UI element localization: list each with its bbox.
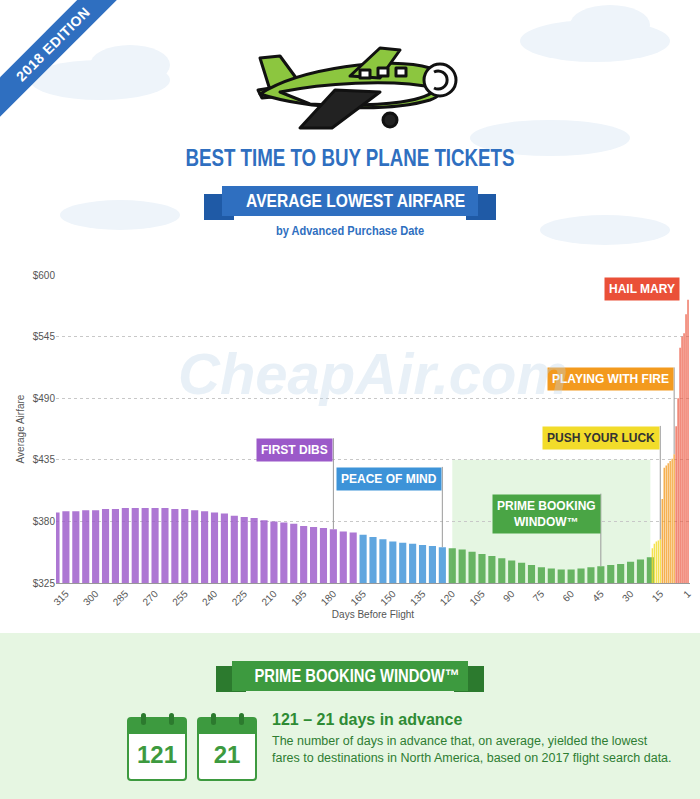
svg-text:FIRST DIBS: FIRST DIBS (261, 443, 328, 457)
html-text:21: 21 (213, 741, 241, 768)
svg-text:HAIL MARY: HAIL MARY (609, 282, 675, 296)
svg-text:180: 180 (319, 588, 339, 608)
html-text:121 – 21 days in advance: 121 – 21 days in advance (272, 711, 463, 728)
svg-text:165: 165 (348, 588, 368, 608)
html-text:AVERAGE LOWEST AIRFARE: AVERAGE LOWEST AIRFARE (246, 190, 465, 211)
svg-text:30: 30 (620, 588, 636, 604)
svg-text:$435: $435 (33, 454, 56, 465)
svg-text:75: 75 (531, 588, 547, 604)
svg-text:PUSH YOUR LUCK: PUSH YOUR LUCK (547, 431, 655, 445)
svg-text:$380: $380 (33, 516, 56, 527)
svg-text:15: 15 (650, 588, 666, 604)
svg-text:60: 60 (560, 588, 576, 604)
svg-text:Average Airfare: Average Airfare (15, 394, 26, 463)
html-text:BEST TIME TO BUY PLANE TICKETS: BEST TIME TO BUY PLANE TICKETS (185, 144, 515, 171)
html-text:121: 121 (137, 741, 177, 768)
svg-text:1: 1 (681, 588, 693, 600)
svg-text:105: 105 (467, 588, 487, 608)
svg-text:315: 315 (51, 588, 71, 608)
svg-text:45: 45 (590, 588, 606, 604)
svg-text:$600: $600 (33, 270, 56, 281)
svg-text:270: 270 (140, 588, 160, 608)
svg-text:255: 255 (170, 588, 190, 608)
svg-text:135: 135 (408, 588, 428, 608)
svg-text:$490: $490 (33, 393, 56, 404)
svg-text:195: 195 (289, 588, 309, 608)
svg-text:PEACE OF MIND: PEACE OF MIND (341, 472, 437, 486)
svg-text:PRIME BOOKINGWINDOW™: PRIME BOOKINGWINDOW™ (497, 499, 596, 529)
svg-text:PLAYING WITH FIRE: PLAYING WITH FIRE (552, 372, 669, 386)
svg-text:120: 120 (438, 588, 458, 608)
html-text:PRIME BOOKING WINDOW™: PRIME BOOKING WINDOW™ (254, 666, 460, 686)
html-text:2018 EDITION: 2018 EDITION (12, 3, 94, 85)
svg-text:240: 240 (200, 588, 220, 608)
html-text:The number of days in advance: The number of days in advance that, on a… (272, 734, 672, 765)
svg-text:285: 285 (111, 588, 131, 608)
svg-text:$545: $545 (33, 331, 56, 342)
html-text:by Advanced Purchase Date: by Advanced Purchase Date (275, 223, 425, 238)
svg-text:CheapAir.com: CheapAir.com (178, 341, 568, 406)
svg-text:Days Before Flight: Days Before Flight (332, 609, 414, 620)
svg-text:150: 150 (378, 588, 398, 608)
svg-text:210: 210 (259, 588, 279, 608)
svg-text:300: 300 (81, 588, 101, 608)
svg-text:90: 90 (501, 588, 517, 604)
svg-text:$325: $325 (33, 578, 56, 589)
svg-text:225: 225 (230, 588, 250, 608)
